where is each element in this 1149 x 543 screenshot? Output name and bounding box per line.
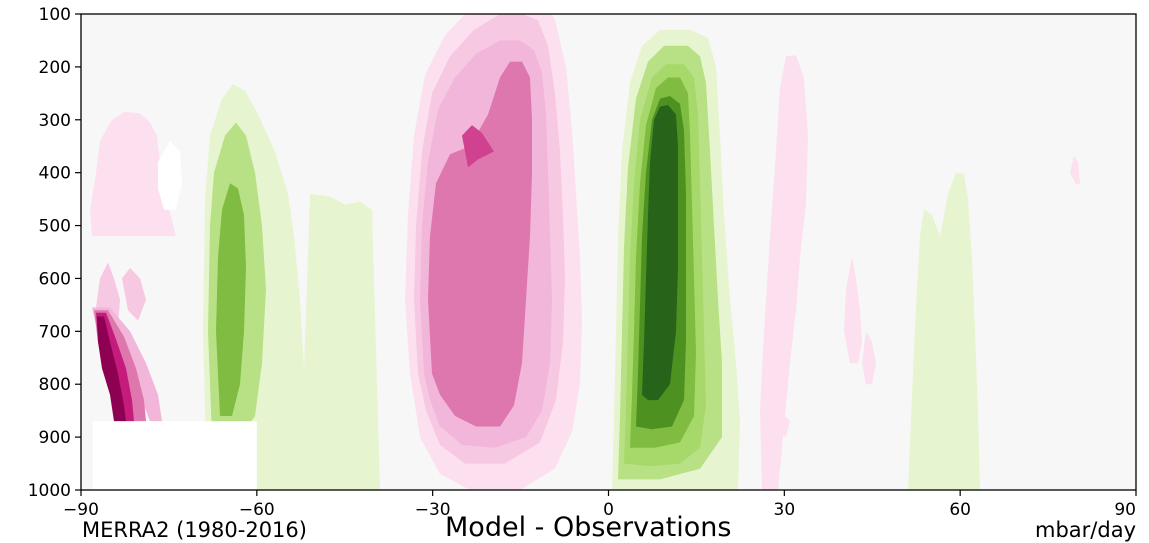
midlatitude-pink-weak-2 bbox=[862, 331, 876, 385]
left-caption: MERRA2 (1980-2016) bbox=[82, 518, 307, 542]
x-tick-label: 0 bbox=[603, 500, 614, 520]
x-tick-label: 30 bbox=[774, 500, 796, 520]
x-tick-label: −30 bbox=[415, 500, 451, 520]
y-tick-label: 400 bbox=[39, 164, 71, 184]
units-label: mbar/day bbox=[1035, 518, 1136, 542]
southern-white-patch bbox=[158, 140, 182, 210]
x-tick-label: 60 bbox=[949, 500, 971, 520]
masked-region bbox=[92, 421, 257, 490]
surface-green-strip bbox=[300, 193, 380, 490]
midlatitude-pink-weak bbox=[844, 257, 862, 364]
y-tick-label: 900 bbox=[39, 428, 71, 448]
southern-pink-fringe-3 bbox=[122, 267, 146, 321]
y-axis: 100 200 300 400 500 600 700 800 900 1000 bbox=[28, 5, 81, 501]
x-tick-label: −60 bbox=[239, 500, 275, 520]
subtropical-pink-weak bbox=[760, 55, 808, 490]
tropical-pink-max bbox=[462, 125, 494, 168]
equatorial-green-cell-core bbox=[642, 105, 678, 401]
y-tick-label: 1000 bbox=[28, 481, 71, 501]
tropical-pink-cell-l4 bbox=[428, 61, 532, 427]
y-tick-label: 600 bbox=[39, 269, 71, 289]
polar-pink-speck bbox=[1070, 155, 1080, 185]
x-tick-label: −90 bbox=[63, 500, 99, 520]
subtropical-pink-weak-2 bbox=[770, 410, 790, 438]
y-tick-label: 200 bbox=[39, 58, 71, 78]
y-tick-label: 800 bbox=[39, 375, 71, 395]
y-tick-label: 700 bbox=[39, 322, 71, 342]
southern-pink-core-max bbox=[97, 316, 126, 422]
y-tick-label: 300 bbox=[39, 111, 71, 131]
center-caption: Model - Observations bbox=[445, 512, 731, 543]
southern-green-band-inner bbox=[216, 183, 246, 416]
southern-pink-fringe bbox=[90, 111, 176, 237]
x-axis: −90 −60 −30 0 30 60 90 bbox=[63, 490, 1137, 520]
y-tick-label: 100 bbox=[39, 5, 71, 25]
northern-green-weak bbox=[908, 172, 980, 490]
x-tick-label: 90 bbox=[1114, 500, 1136, 520]
y-tick-label: 500 bbox=[39, 217, 71, 237]
contour-fill-layer bbox=[90, 14, 1080, 490]
